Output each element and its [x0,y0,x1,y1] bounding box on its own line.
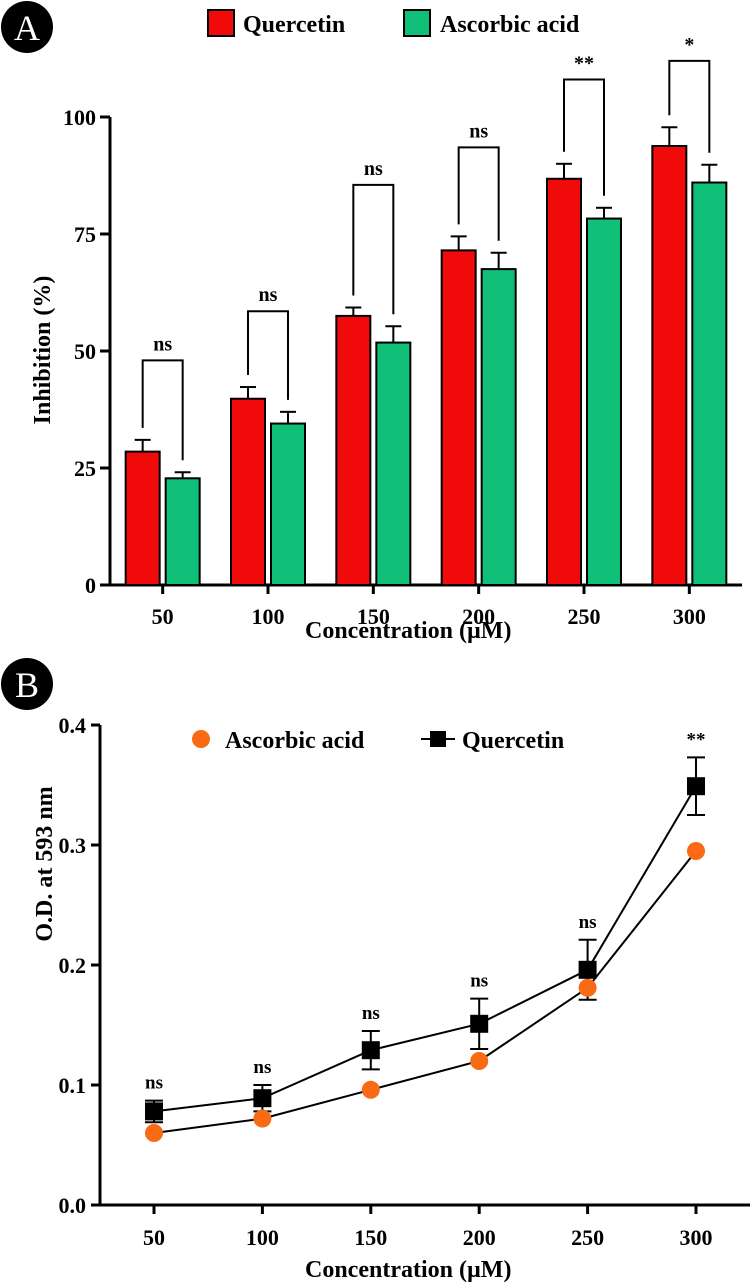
marker-ascorbic [578,978,597,997]
y-tick-label-a: 0 [85,573,96,598]
y-tick-label-a: 50 [74,339,96,364]
marker-quercetin [253,1089,272,1108]
x-tick-label-a: 250 [568,604,601,629]
legend-ascorbic-label: Ascorbic acid [440,12,580,38]
x-axis-label-b: Concentration (µM) [305,1257,511,1283]
significance-label-a: ns [153,333,172,355]
panel-b-letter: B [15,665,39,705]
legend-ascorbic-marker [192,730,210,748]
legend-ascorbic-label-b: Ascorbic acid [225,728,365,754]
y-tick-label-a: 100 [63,105,96,130]
significance-bracket-a [668,59,711,153]
marker-quercetin [578,960,597,979]
line-quercetin [153,785,697,1113]
bar-quercetin [230,397,266,586]
significance-bracket-a [563,78,605,196]
x-tick-label-b: 100 [246,1225,279,1250]
y-axis-label-b: O.D. at 593 nm [32,786,58,941]
panel-a-bar-chart: Quercetin Ascorbic acid Concentration (µ… [30,9,742,644]
marker-ascorbic [361,1080,380,1099]
bar-quercetin [335,314,372,586]
significance-label-b: ** [687,729,706,750]
y-tick-label-b: 0.2 [59,953,87,978]
x-tick-label-a: 100 [252,604,285,629]
x-axis-label-a: Concentration (µM) [305,618,511,644]
significance-label-a: ** [574,53,594,75]
bar-quercetin [546,177,582,586]
x-tick-label-b: 200 [463,1225,496,1250]
bar-ascorbic [480,268,517,586]
panel-a-badge: A [1,1,53,53]
marker-ascorbic [687,842,705,860]
marker-ascorbic [145,1124,163,1142]
x-tick-label-b: 250 [571,1225,604,1250]
bar-quercetin [440,249,477,586]
x-tick-label-a: 150 [357,604,390,629]
bar-ascorbic [270,422,306,587]
legend-quercetin-swatch [207,9,235,37]
bar-ascorbic [691,181,728,587]
legend-b: Ascorbic acid Quercetin [192,728,564,754]
y-tick-label-a: 75 [74,222,96,247]
significance-bracket-a [141,359,184,461]
x-tick-label-b: 150 [354,1225,387,1250]
line-ascorbic [153,850,697,1134]
legend-ascorbic-swatch [403,9,431,37]
panel-b-line-chart: Ascorbic acid Quercetin Concentration (µ… [32,713,750,1283]
panel-a-letter: A [14,8,40,48]
significance-label-a: ns [259,284,278,306]
significance-bracket-a [247,310,289,400]
significance-label-a: ns [364,158,383,180]
legend-quercetin-label: Quercetin [243,12,345,38]
x-tick-label-b: 50 [143,1225,165,1250]
y-tick-label-b: 0.3 [59,833,87,858]
marker-ascorbic [253,1109,272,1128]
significance-label-b: ns [253,1057,271,1078]
bar-quercetin [124,450,161,586]
legend-a: Quercetin Ascorbic acid [207,9,580,38]
significance-label-a: ns [469,120,488,142]
y-tick-label-b: 0.4 [59,713,87,738]
y-tick-label-a: 25 [74,456,96,481]
x-tick-label-a: 50 [152,604,174,629]
marker-quercetin [687,777,705,796]
marker-quercetin [361,1041,380,1060]
x-tick-label-b: 300 [680,1225,713,1250]
bar-ascorbic [586,217,622,586]
y-tick-label-b: 0.1 [59,1073,87,1098]
significance-label-b: ns [470,971,488,992]
marker-quercetin [145,1102,163,1121]
marker-quercetin [470,1014,489,1033]
bar-quercetin [651,145,688,587]
x-tick-label-a: 200 [462,604,495,629]
bar-ascorbic [164,477,201,586]
x-tick-label-a: 300 [673,604,706,629]
marker-ascorbic [470,1052,489,1070]
significance-label-b: ns [145,1073,163,1094]
bar-ascorbic [375,341,412,586]
panel-b-badge: B [1,658,53,710]
significance-bracket-a [352,183,395,315]
y-axis-label-a: Inhibition (%) [30,276,56,425]
legend-quercetin-label-b: Quercetin [462,728,564,754]
significance-label-a: * [684,34,694,56]
y-tick-label-b: 0.0 [59,1193,87,1218]
significance-bracket-a [457,146,500,241]
significance-label-b: ns [579,912,597,933]
significance-label-b: ns [362,1003,380,1024]
